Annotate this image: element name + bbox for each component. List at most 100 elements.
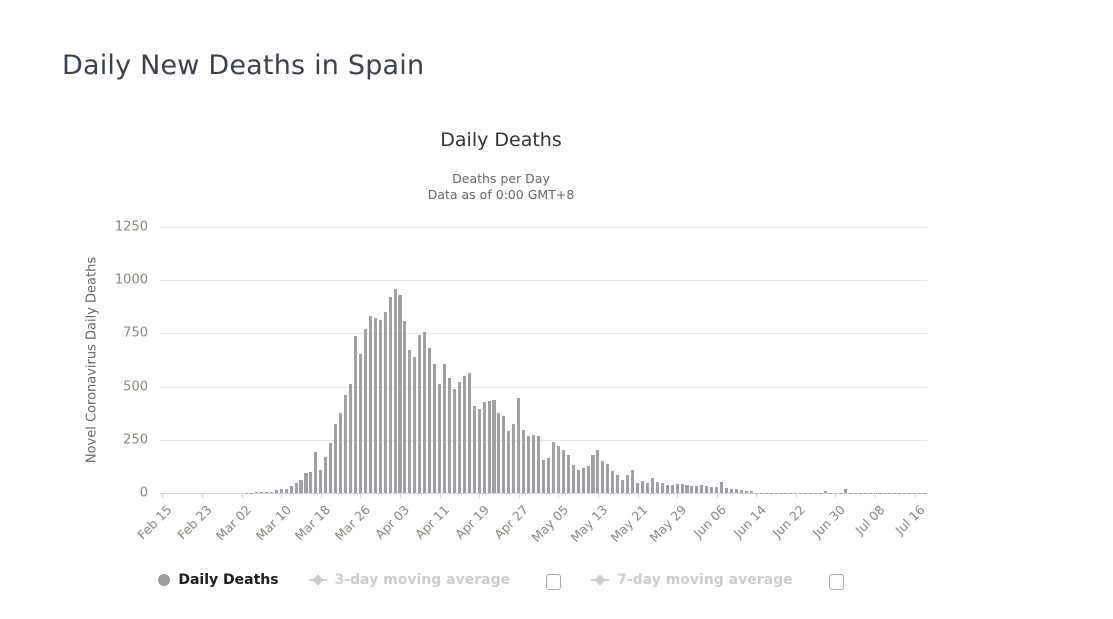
bar-mar-22[interactable] — [339, 413, 343, 493]
bar-may-11[interactable] — [586, 465, 590, 493]
bar-may-30[interactable] — [680, 483, 684, 493]
bar-apr-19[interactable] — [477, 408, 481, 493]
bar-jun-09[interactable] — [730, 488, 734, 493]
bar-apr-28[interactable] — [522, 430, 526, 493]
bar-may-05[interactable] — [556, 446, 560, 493]
bar-may-21[interactable] — [635, 482, 640, 493]
bar-apr-01[interactable] — [388, 296, 392, 493]
bar-apr-29[interactable] — [527, 435, 531, 493]
bar-apr-07[interactable] — [418, 334, 422, 493]
bar-mar-24[interactable] — [348, 383, 353, 493]
bar-mar-14[interactable] — [299, 479, 303, 493]
bar-may-31[interactable] — [685, 485, 689, 493]
bar-mar-30[interactable] — [378, 320, 382, 493]
bar-mar-10[interactable] — [279, 489, 283, 493]
bar-apr-20[interactable] — [482, 402, 486, 493]
bar-jun-12[interactable] — [744, 490, 748, 493]
bar-may-16[interactable] — [611, 471, 615, 493]
bar-may-13[interactable] — [596, 449, 600, 493]
bar-apr-14[interactable] — [452, 388, 456, 493]
bar-apr-30[interactable] — [532, 434, 536, 493]
bar-mar-20[interactable] — [329, 443, 333, 493]
bar-apr-27[interactable] — [517, 398, 521, 493]
bar-may-03[interactable] — [546, 458, 550, 493]
bar-mar-16[interactable] — [309, 472, 313, 493]
bar-mar-13[interactable] — [294, 482, 298, 493]
bar-mar-08[interactable] — [269, 491, 273, 493]
bar-mar-15[interactable] — [304, 472, 308, 493]
bar-apr-13[interactable] — [447, 378, 451, 493]
bar-jun-01[interactable] — [690, 485, 694, 493]
bar-mar-31[interactable] — [383, 312, 387, 493]
bar-may-12[interactable] — [591, 454, 595, 493]
bar-may-02[interactable] — [541, 459, 546, 493]
bar-may-06[interactable] — [561, 449, 565, 493]
legend-item-3day-moving-average[interactable]: 3-day moving average — [308, 572, 510, 588]
bar-jun-28[interactable] — [824, 491, 828, 493]
bar-apr-22[interactable] — [492, 400, 496, 493]
bar-apr-16[interactable] — [462, 375, 466, 493]
bar-apr-04[interactable] — [403, 320, 407, 493]
bar-apr-03[interactable] — [398, 294, 402, 493]
bar-apr-11[interactable] — [438, 384, 442, 493]
bar-apr-02[interactable] — [393, 288, 397, 493]
legend-item-7day-moving-average[interactable]: 7-day moving average — [591, 572, 793, 588]
bar-apr-17[interactable] — [467, 372, 471, 493]
bar-may-23[interactable] — [645, 482, 649, 493]
bar-mar-26[interactable] — [358, 353, 362, 493]
bar-mar-18[interactable] — [319, 470, 323, 493]
bar-mar-12[interactable] — [289, 486, 293, 493]
bar-may-07[interactable] — [566, 454, 570, 493]
bar-mar-05[interactable] — [254, 492, 259, 493]
bar-may-18[interactable] — [621, 480, 625, 493]
bar-apr-09[interactable] — [428, 347, 432, 493]
bar-mar-28[interactable] — [368, 315, 372, 493]
bar-apr-21[interactable] — [487, 401, 491, 493]
bar-may-01[interactable] — [537, 435, 541, 493]
bar-may-09[interactable] — [576, 469, 580, 493]
bar-mar-11[interactable] — [284, 488, 288, 493]
bar-mar-19[interactable] — [324, 457, 328, 493]
bar-mar-23[interactable] — [344, 394, 348, 493]
bar-mar-07[interactable] — [264, 491, 268, 493]
bar-apr-08[interactable] — [423, 331, 427, 493]
bar-apr-23[interactable] — [497, 413, 501, 493]
bar-may-26[interactable] — [660, 483, 664, 493]
bar-may-04[interactable] — [551, 441, 555, 493]
bar-jun-08[interactable] — [725, 487, 729, 493]
bar-jun-06[interactable] — [715, 487, 719, 493]
bar-may-28[interactable] — [670, 484, 674, 493]
checkbox-3day-moving-average[interactable] — [546, 574, 562, 590]
bar-jun-11[interactable] — [739, 490, 743, 493]
bar-apr-15[interactable] — [457, 381, 461, 493]
bar-may-27[interactable] — [665, 484, 669, 493]
bar-mar-29[interactable] — [373, 318, 377, 493]
bar-jul-02[interactable] — [843, 489, 847, 493]
bar-may-08[interactable] — [571, 464, 575, 493]
bar-may-17[interactable] — [616, 474, 620, 493]
bar-may-22[interactable] — [640, 481, 644, 493]
bar-may-29[interactable] — [675, 483, 679, 493]
bar-may-19[interactable] — [626, 475, 630, 493]
bar-may-24[interactable] — [650, 478, 654, 493]
bar-may-15[interactable] — [606, 463, 610, 493]
bar-may-25[interactable] — [655, 482, 659, 493]
checkbox-7day-moving-average[interactable] — [828, 574, 844, 590]
bar-jun-10[interactable] — [734, 489, 739, 493]
bar-apr-26[interactable] — [512, 423, 516, 493]
bar-apr-24[interactable] — [502, 415, 506, 493]
bar-jun-03[interactable] — [700, 485, 704, 493]
bar-mar-21[interactable] — [334, 424, 338, 493]
bar-jun-13[interactable] — [749, 491, 753, 493]
bar-jun-07[interactable] — [720, 481, 724, 493]
bar-mar-27[interactable] — [363, 329, 367, 493]
bar-jun-05[interactable] — [710, 486, 714, 493]
legend-item-daily-deaths[interactable]: Daily Deaths — [158, 572, 279, 588]
bar-may-10[interactable] — [581, 468, 585, 493]
bar-mar-06[interactable] — [259, 491, 263, 493]
bar-apr-12[interactable] — [442, 364, 447, 493]
bar-may-14[interactable] — [601, 461, 605, 493]
bar-apr-06[interactable] — [413, 357, 417, 493]
bar-mar-17[interactable] — [314, 452, 318, 493]
bar-mar-09[interactable] — [274, 490, 278, 493]
